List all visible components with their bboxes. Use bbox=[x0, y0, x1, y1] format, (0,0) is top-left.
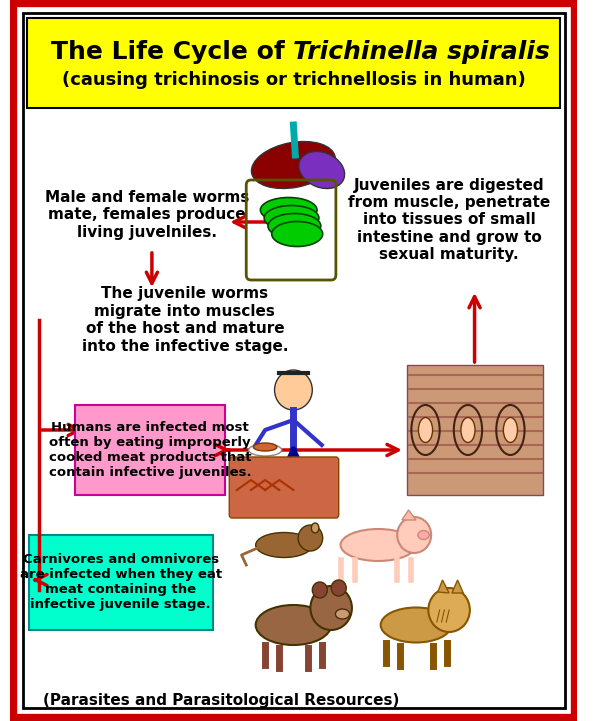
Polygon shape bbox=[452, 580, 463, 593]
Ellipse shape bbox=[311, 523, 319, 533]
Ellipse shape bbox=[249, 444, 282, 456]
FancyBboxPatch shape bbox=[229, 457, 339, 518]
Ellipse shape bbox=[461, 417, 475, 443]
Text: Juveniles are digested
from muscle, penetrate
into tissues of small
intestine an: Juveniles are digested from muscle, pene… bbox=[348, 177, 551, 262]
Circle shape bbox=[331, 580, 346, 596]
Circle shape bbox=[429, 588, 470, 632]
Circle shape bbox=[275, 370, 313, 410]
Ellipse shape bbox=[299, 151, 344, 188]
Ellipse shape bbox=[260, 198, 317, 223]
Text: (causing trichinosis or trichnellosis in human): (causing trichinosis or trichnellosis in… bbox=[61, 71, 525, 89]
Text: Male and female worms
mate, females produce
living juvelniles.: Male and female worms mate, females prod… bbox=[45, 190, 249, 240]
Ellipse shape bbox=[418, 417, 433, 443]
Ellipse shape bbox=[335, 609, 350, 619]
Polygon shape bbox=[438, 580, 449, 593]
Ellipse shape bbox=[255, 533, 313, 557]
Ellipse shape bbox=[251, 141, 335, 188]
Text: (Parasites and Parasitological Resources): (Parasites and Parasitological Resources… bbox=[43, 692, 400, 707]
Ellipse shape bbox=[254, 443, 277, 451]
Text: Trichinella spiralis: Trichinella spiralis bbox=[293, 40, 551, 64]
FancyBboxPatch shape bbox=[28, 18, 560, 108]
Ellipse shape bbox=[504, 417, 517, 443]
Circle shape bbox=[397, 517, 431, 553]
Text: Carnivores and omnivores
are infected when they eat
meat containing the
infectiv: Carnivores and omnivores are infected wh… bbox=[20, 553, 222, 611]
Text: The juvenile worms
migrate into muscles
of the host and mature
into the infectiv: The juvenile worms migrate into muscles … bbox=[82, 286, 288, 353]
Ellipse shape bbox=[380, 608, 451, 642]
Circle shape bbox=[310, 586, 352, 630]
Ellipse shape bbox=[268, 213, 321, 239]
Circle shape bbox=[313, 582, 328, 598]
FancyBboxPatch shape bbox=[13, 3, 575, 718]
Ellipse shape bbox=[272, 221, 323, 247]
FancyBboxPatch shape bbox=[29, 535, 213, 630]
Circle shape bbox=[298, 525, 323, 551]
Ellipse shape bbox=[255, 605, 331, 645]
Ellipse shape bbox=[341, 529, 416, 561]
FancyBboxPatch shape bbox=[23, 13, 565, 708]
Polygon shape bbox=[402, 510, 416, 520]
Text: Humans are infected most
often by eating improperly
cooked meat products that
co: Humans are infected most often by eating… bbox=[49, 421, 251, 479]
FancyBboxPatch shape bbox=[407, 365, 543, 495]
Text: The Life Cycle of: The Life Cycle of bbox=[51, 40, 293, 64]
FancyBboxPatch shape bbox=[75, 405, 225, 495]
Ellipse shape bbox=[264, 205, 319, 231]
Ellipse shape bbox=[418, 531, 429, 539]
